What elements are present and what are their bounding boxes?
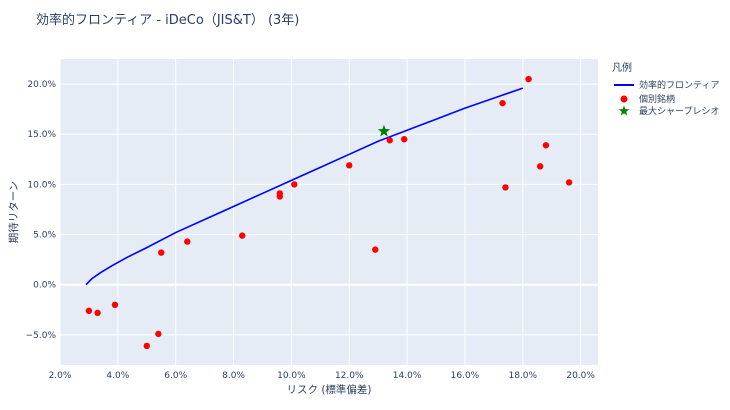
x-tick-label: 14.0% [393,371,422,381]
y-tick-label: 10.0% [27,180,56,190]
asset-point[interactable] [536,163,544,170]
asset-point[interactable] [346,162,353,169]
asset-point[interactable] [155,330,162,338]
y-tick-labels: −5.0% 0.0% 5.0% 10.0% 15.0% 20.0% [26,80,57,341]
y-tick-label: 20.0% [27,80,56,90]
x-tick-label: 4.0% [106,371,129,381]
asset-point[interactable] [111,301,119,309]
asset-point[interactable] [565,179,573,186]
asset-point[interactable] [502,184,509,191]
asset-point[interactable] [386,137,393,144]
asset-point[interactable] [158,249,165,256]
max-sharpe-point[interactable] [377,124,391,137]
asset-point[interactable] [276,193,284,200]
chart-title: 効率的フロンティア - iDeCo（JIS&T） (3年) [36,12,299,28]
legend-label-frontier: 効率的フロンティア [639,79,719,91]
legend-item-max-sharpe[interactable]: 最大シャープレシオ [618,105,720,117]
legend-star-swatch [618,105,630,116]
y-axis-title: 期待リターン [7,181,20,243]
x-tick-label: 10.0% [277,371,306,381]
legend-label-assets: 個別銘柄 [639,93,675,105]
x-tick-label: 2.0% [49,371,72,381]
asset-point[interactable] [525,75,532,83]
legend-item-assets[interactable]: 個別銘柄 [620,93,676,105]
frontier-layer [85,87,524,286]
asset-point[interactable] [291,181,298,188]
asset-point[interactable] [499,99,506,107]
x-tick-label: 18.0% [508,371,537,381]
x-tick-label: 12.0% [335,371,364,381]
asset-point[interactable] [184,238,191,245]
legend-title: 凡例 [612,61,632,74]
x-tick-label: 8.0% [222,371,245,381]
y-tick-label: 15.0% [27,130,56,140]
x-tick-labels: 2.0% 4.0% 6.0% 8.0% 10.0% 12.0% 14.0% 16.0% 18.0… [49,371,596,381]
x-tick-label: 16.0% [451,371,480,381]
asset-point[interactable] [85,307,93,315]
gridlines [59,59,598,365]
x-tick-label: 20.0% [566,371,595,381]
legend-label-max-sharpe: 最大シャープレシオ [639,105,719,117]
y-tick-label: −5.0% [26,331,57,341]
y-tick-label: 5.0% [33,231,56,241]
points-layer [85,75,573,350]
legend-item-frontier[interactable]: 効率的フロンティア [614,79,719,91]
y-tick-label: 0.0% [33,281,56,291]
asset-point[interactable] [143,342,150,350]
frontier-line[interactable] [85,87,524,286]
x-tick-label: 6.0% [164,371,187,381]
x-axis-title: リスク (標準偏差) [286,383,371,396]
asset-point[interactable] [542,142,550,149]
asset-point[interactable] [239,232,246,239]
legend: 凡例 効率的フロンティア 個別銘柄 最大シャープレシオ [612,61,719,117]
asset-point[interactable] [94,309,101,317]
plot-area [60,59,598,365]
asset-point[interactable] [372,246,379,253]
legend-dot-swatch [620,95,628,103]
asset-point[interactable] [401,136,408,143]
